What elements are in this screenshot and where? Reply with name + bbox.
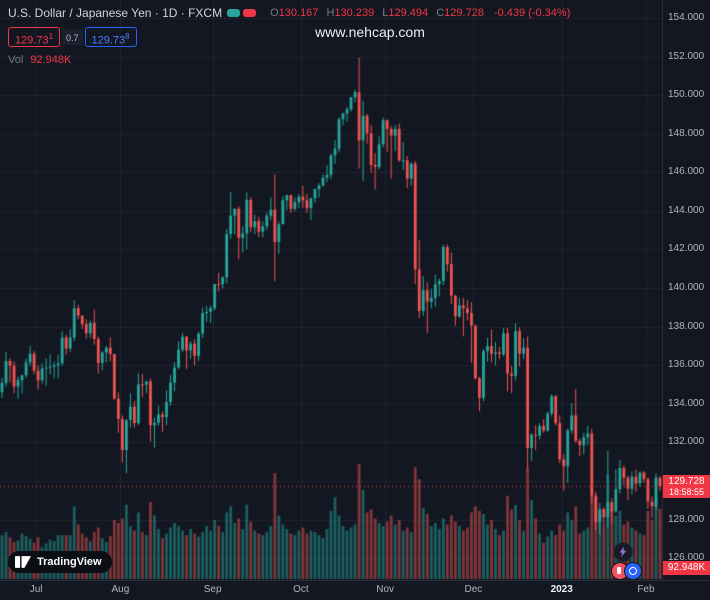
- volume-label: Vol: [8, 54, 24, 66]
- time-axis-label: Feb: [637, 584, 655, 595]
- time-axis-label: Aug: [111, 584, 130, 595]
- volume-axis-badge: 92.948K: [663, 561, 710, 575]
- time-axis-label: Oct: [293, 584, 309, 595]
- close-value: 129.728: [444, 7, 484, 19]
- low-label: L: [382, 7, 389, 19]
- spread-value: 0.7: [62, 29, 83, 45]
- sell-button[interactable]: 129.731: [8, 27, 60, 47]
- buy-button[interactable]: 129.738: [84, 27, 137, 47]
- price-axis-label: 126.000: [668, 552, 705, 564]
- time-axis-label: Jul: [29, 584, 43, 595]
- current-price-value: 129.728: [668, 476, 705, 488]
- price-axis-label: 140.000: [668, 282, 705, 294]
- low-value: 129.494: [388, 7, 429, 19]
- price-axis[interactable]: 154.000 152.000 150.000 148.000 146.000 144.0…: [663, 0, 710, 580]
- market-status-icon-green[interactable]: [227, 9, 241, 17]
- price-axis-label: 138.000: [668, 320, 705, 332]
- market-status-icon-red[interactable]: [243, 9, 257, 17]
- price-axis-label: 136.000: [668, 359, 705, 371]
- time-axis-label: Dec: [464, 584, 483, 595]
- price-axis-separator: [662, 0, 663, 580]
- broker-icon-blue[interactable]: [624, 562, 642, 580]
- bar-countdown: 18:58:55: [668, 487, 705, 498]
- price-axis-label: 152.000: [668, 50, 705, 62]
- high-label: H: [326, 7, 335, 19]
- time-axis-separator: [0, 580, 710, 581]
- time-axis-label: Sep: [203, 584, 222, 595]
- price-axis-label: 146.000: [668, 166, 705, 178]
- quick-action-button[interactable]: [613, 542, 633, 562]
- price-axis-label: 142.000: [668, 243, 705, 255]
- tradingview-logo-text: TradingView: [37, 556, 102, 568]
- close-label: C: [436, 7, 445, 19]
- open-value: 130.167: [278, 7, 319, 19]
- price-axis-label: 128.000: [668, 513, 705, 525]
- price-axis-label: 150.000: [668, 89, 705, 101]
- candlestick-chart-canvas[interactable]: [0, 0, 662, 580]
- chart-legend: U.S. Dollar / Japanese Yen · 1D · FXCM O…: [8, 6, 570, 66]
- price-axis-label: 132.000: [668, 436, 705, 448]
- change-value: -0.439 (-0.34%): [493, 7, 571, 19]
- price-axis-label: 148.000: [668, 127, 705, 139]
- price-axis-label: 144.000: [668, 204, 705, 216]
- symbol-title[interactable]: U.S. Dollar / Japanese Yen · 1D · FXCM: [8, 6, 223, 20]
- volume-value: 92.948K: [30, 54, 72, 66]
- price-axis-label: 134.000: [668, 397, 705, 409]
- watermark-text: www.nehcap.com: [315, 24, 425, 40]
- current-price-badge: 129.728 18:58:55: [663, 475, 710, 499]
- price-axis-label: 154.000: [668, 11, 705, 23]
- open-label: O: [270, 7, 279, 19]
- time-axis-label: Nov: [376, 584, 395, 595]
- ohlc-values: O130.167 H130.239 L129.494 C129.728: [265, 7, 484, 19]
- tradingview-logo[interactable]: TradingView: [8, 551, 112, 573]
- time-axis[interactable]: Jul Aug Sep Oct Nov Dec 2023 Feb: [0, 581, 662, 600]
- time-axis-label: 2023: [550, 584, 573, 595]
- high-value: 130.239: [334, 7, 375, 19]
- lightning-bolt-icon: [619, 546, 627, 558]
- tradingview-logo-icon: [15, 556, 31, 568]
